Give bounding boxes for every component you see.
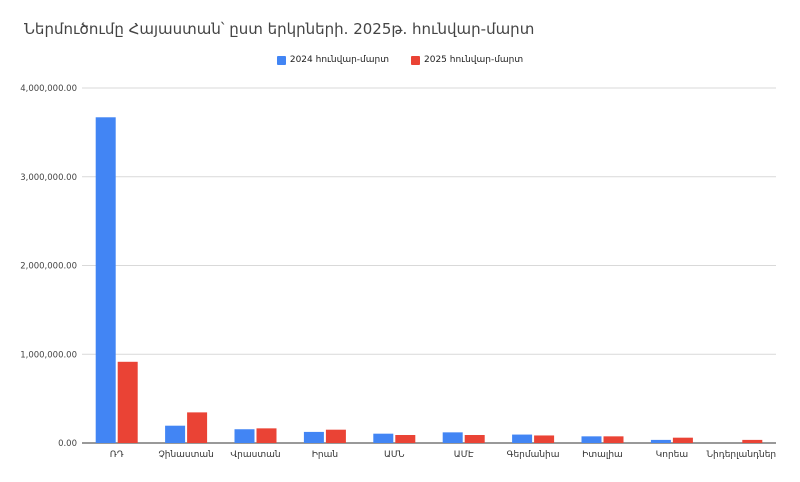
bar-2025[interactable] [742, 439, 763, 443]
y-tick-label: 3,000,000.00 [20, 173, 77, 183]
bar-2025[interactable] [464, 435, 485, 443]
x-tick-label: ՌԴ [110, 450, 124, 460]
bar-2025[interactable] [325, 429, 346, 443]
bar-2025[interactable] [603, 436, 624, 443]
bar-2024[interactable] [95, 117, 116, 443]
x-tick-label: Իտալիա [582, 450, 623, 460]
legend-swatch-2025 [411, 55, 420, 65]
x-tick-label: Վրաստան [230, 450, 280, 460]
y-tick-label: 0.00 [58, 439, 77, 449]
x-tick-label: Նիդերլանդներ [706, 450, 776, 460]
x-tick-label: Իրան [312, 450, 338, 460]
bar-2024[interactable] [373, 433, 394, 443]
bar-2024[interactable] [442, 432, 463, 443]
bar-2024[interactable] [512, 434, 533, 443]
bar-2024[interactable] [303, 431, 324, 443]
x-tick-label: Գերմանիա [507, 450, 560, 460]
y-tick-label: 2,000,000.00 [20, 262, 77, 272]
bar-2024[interactable] [234, 429, 255, 443]
y-tick-label: 1,000,000.00 [20, 350, 77, 360]
x-tick-label: ԱՄՆ [384, 450, 405, 460]
chart-legend: 2024 հունվար-մարտ 2025 հունվար-մարտ [0, 55, 800, 65]
bar-2025[interactable] [117, 361, 138, 443]
x-tick-label: ԱՄԷ [454, 450, 474, 460]
bar-2024[interactable] [581, 436, 602, 443]
bar-2024[interactable] [165, 425, 186, 443]
legend-item-2024[interactable]: 2024 հունվար-մարտ [276, 55, 389, 65]
legend-swatch-2024 [276, 55, 286, 65]
legend-label-2025: 2025 հունվար-մարտ [424, 55, 524, 65]
legend-label-2024: 2024 հունվար-մարտ [289, 55, 389, 65]
x-tick-label: Կորեա [656, 450, 688, 460]
bar-2025[interactable] [534, 435, 555, 443]
bar-2024[interactable] [650, 439, 671, 443]
bar-2025[interactable] [187, 412, 208, 443]
legend-item-2025[interactable]: 2025 հունվար-մարտ [411, 55, 523, 65]
bar-2025[interactable] [395, 435, 416, 443]
bar-2025[interactable] [256, 428, 277, 443]
chart-title: Ներմուծումը Հայաստան՝ ըստ երկրների. 2025… [24, 20, 535, 38]
bar-2025[interactable] [672, 437, 693, 443]
x-tick-label: Չինաստան [158, 450, 214, 460]
y-tick-label: 4,000,000.00 [20, 84, 77, 94]
